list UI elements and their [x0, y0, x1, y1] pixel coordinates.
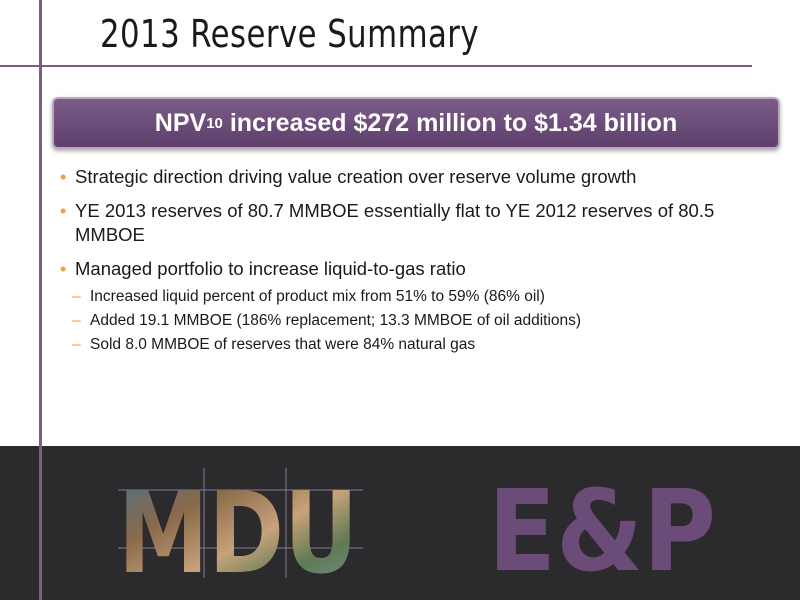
bullet-dot-icon: •	[60, 167, 67, 187]
bullet-item: • YE 2013 reserves of 80.7 MMBOE essenti…	[58, 199, 748, 247]
footer-band: MDU E&P	[0, 446, 800, 600]
bullet-item: • Strategic direction driving value crea…	[58, 165, 748, 189]
banner-prefix: NPV	[154, 108, 207, 137]
sub-bullet-text: Increased liquid percent of product mix …	[90, 288, 545, 305]
bullet-dot-icon: •	[60, 201, 67, 221]
sub-bullet-text: Added 19.1 MMBOE (186% replacement; 13.3…	[90, 312, 582, 329]
dash-icon: –	[72, 312, 81, 329]
bullet-dot-icon: •	[60, 259, 67, 279]
bullet-text: YE 2013 reserves of 80.7 MMBOE essential…	[75, 200, 715, 245]
bullet-text: Strategic direction driving value creati…	[75, 166, 637, 187]
sub-bullet-text: Sold 8.0 MMBOE of reserves that were 84%…	[90, 336, 476, 353]
bullet-list: • Strategic direction driving value crea…	[58, 165, 748, 357]
bullet-item: • Managed portfolio to increase liquid-t…	[58, 257, 748, 281]
mdu-logo: MDU	[118, 468, 363, 578]
footer-rule-line	[39, 446, 42, 600]
mdu-logo-text: MDU	[118, 469, 358, 578]
banner-subscript: 10	[206, 114, 223, 132]
slide-title: 2013 Reserve Summary	[100, 12, 480, 56]
sub-bullet-item: – Sold 8.0 MMBOE of reserves that were 8…	[58, 333, 748, 357]
headline-banner: NPV 10 increased $272 million to $1.34 bi…	[52, 97, 780, 149]
title-rule-line	[0, 65, 752, 67]
dash-icon: –	[72, 288, 81, 305]
left-rule-line	[39, 0, 42, 600]
ep-logo: E&P	[488, 467, 716, 576]
ep-logo-text: E&P	[488, 467, 716, 576]
sub-bullet-item: – Added 19.1 MMBOE (186% replacement; 13…	[58, 309, 748, 333]
bullet-text: Managed portfolio to increase liquid-to-…	[75, 258, 466, 279]
banner-suffix: increased $272 million to $1.34 billion	[222, 108, 678, 137]
dash-icon: –	[72, 336, 81, 353]
sub-bullet-item: – Increased liquid percent of product mi…	[58, 285, 748, 309]
